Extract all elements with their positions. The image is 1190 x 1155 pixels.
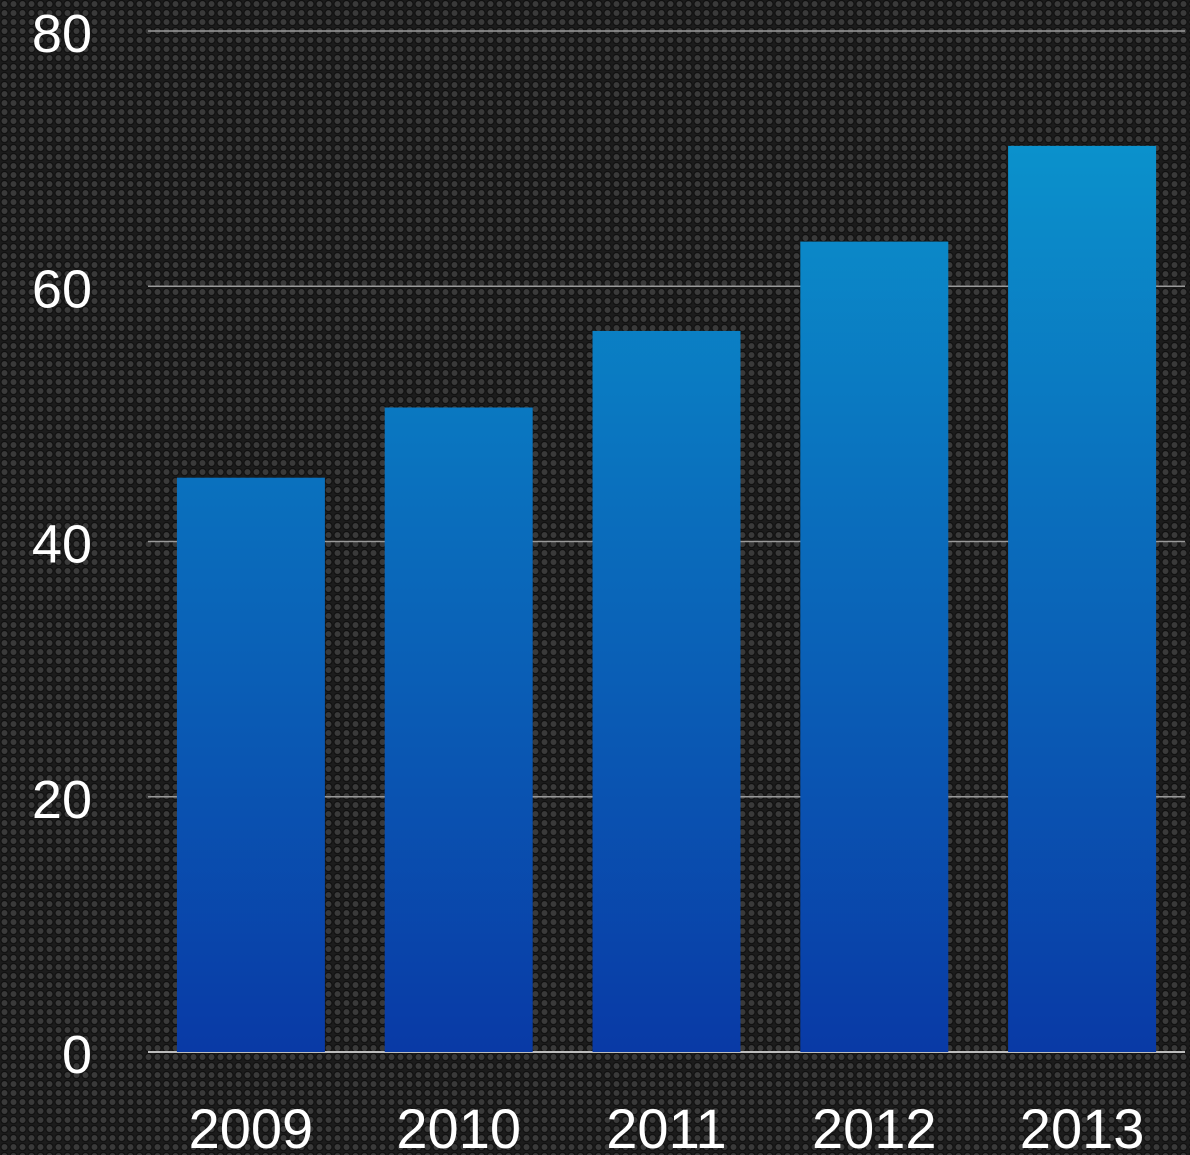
y-tick-label: 20 (32, 770, 92, 830)
bars (176, 145, 1157, 1053)
y-tick-label: 40 (32, 515, 92, 575)
bar-2011 (592, 330, 741, 1052)
x-axis-ticks: 2009 2010 2011 2012 2013 (189, 1097, 1145, 1155)
bar-2013 (1008, 145, 1157, 1053)
x-tick-label: 2013 (1020, 1097, 1145, 1155)
x-tick-label: 2009 (189, 1097, 314, 1155)
y-axis-ticks: 0 20 40 60 80 (32, 4, 92, 1085)
bar-2009 (176, 477, 325, 1052)
y-tick-label: 60 (32, 259, 92, 319)
y-tick-label: 0 (62, 1025, 92, 1085)
bar-2012 (800, 241, 949, 1053)
x-tick-label: 2011 (606, 1097, 726, 1155)
y-tick-label: 80 (32, 4, 92, 64)
x-tick-label: 2010 (396, 1097, 521, 1155)
bar-2010 (384, 407, 533, 1052)
x-tick-label: 2012 (812, 1097, 937, 1155)
